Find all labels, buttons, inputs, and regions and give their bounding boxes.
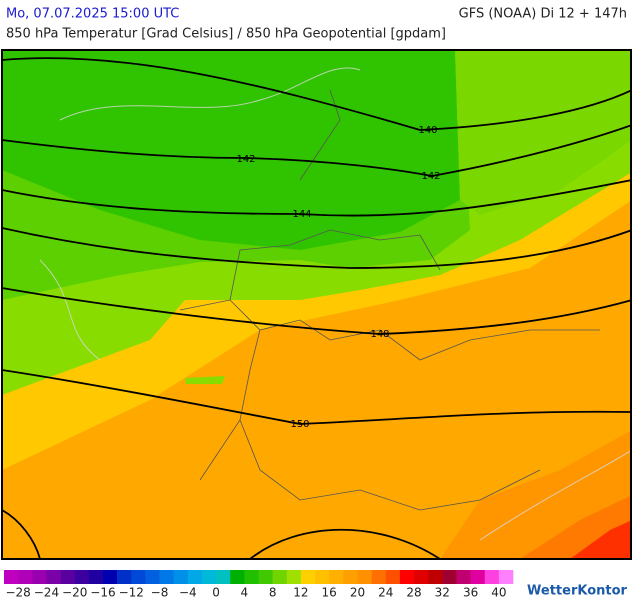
- colorbar-label: 28: [406, 586, 421, 600]
- colorbar-swatch: [173, 570, 189, 584]
- colorbar-swatch: [484, 570, 500, 584]
- colorbar-label: 32: [435, 586, 450, 600]
- colorbar-label: −20: [62, 586, 87, 600]
- colorbar-swatch: [46, 570, 61, 584]
- contour-label: 142: [236, 154, 255, 165]
- colorbar-swatch: [258, 570, 273, 584]
- colorbar-swatch: [456, 570, 471, 584]
- colorbar-swatch: [88, 570, 104, 584]
- colorbar-swatch: [470, 570, 486, 584]
- colorbar-swatch: [117, 570, 132, 584]
- subtitle: 850 hPa Temperatur [Grad Celsius] / 850 …: [6, 27, 446, 42]
- colorbar-label: −4: [179, 586, 197, 600]
- colorbar-swatch: [300, 570, 316, 584]
- colorbar-label: 0: [212, 586, 220, 600]
- colorbar-swatch: [399, 570, 415, 584]
- colorbar-label: 8: [269, 586, 277, 600]
- colorbar-swatch: [4, 570, 19, 584]
- colorbar-swatch: [329, 570, 344, 584]
- date-label: Mo, 07.07.2025 15:00 UTC: [6, 7, 179, 22]
- colorbar-label: −28: [5, 586, 30, 600]
- logo: WetterKontor: [527, 584, 628, 599]
- colorbar-swatch: [428, 570, 443, 584]
- colorbar-label: −8: [151, 586, 169, 600]
- model-label: GFS (NOAA) Di 12 + 147h: [459, 7, 627, 22]
- colorbar-swatch: [131, 570, 146, 584]
- colorbar-label: −24: [34, 586, 59, 600]
- colorbar-label: 24: [378, 586, 393, 600]
- contour-label: 150: [290, 419, 309, 430]
- colorbar-swatch: [442, 570, 457, 584]
- colorbar-label: 4: [241, 586, 249, 600]
- colorbar-swatch: [272, 570, 288, 584]
- colorbar-swatch: [343, 570, 358, 584]
- colorbar-swatch: [18, 570, 33, 584]
- colorbar-swatch: [315, 570, 330, 584]
- colorbar-swatch: [159, 570, 174, 584]
- colorbar-swatch: [201, 570, 217, 584]
- colorbar-swatch: [244, 570, 259, 584]
- colorbar-swatch: [371, 570, 387, 584]
- colorbar-label: 16: [322, 586, 337, 600]
- colorbar-label: 12: [293, 586, 308, 600]
- colorbar-label: −12: [119, 586, 144, 600]
- colorbar-label: 40: [491, 586, 506, 600]
- map-frame: [1, 49, 632, 560]
- colorbar-swatch: [216, 570, 231, 584]
- colorbar-swatch: [230, 570, 245, 584]
- colorbar-swatch: [60, 570, 75, 584]
- colorbar-swatch: [498, 570, 514, 584]
- colorbar-swatch: [102, 570, 118, 584]
- colorbar-label: −16: [90, 586, 115, 600]
- colorbar-label: 36: [463, 586, 478, 600]
- colorbar-swatch: [74, 570, 90, 584]
- colorbar-swatch: [414, 570, 429, 584]
- colorbar-swatch: [145, 570, 160, 584]
- contour-label: 144: [292, 209, 311, 220]
- map: 140 142 142 144 148 150: [2, 50, 631, 559]
- contour-label: 148: [370, 329, 389, 340]
- colorbar-label: 20: [350, 586, 365, 600]
- colorbar-swatch: [32, 570, 47, 584]
- colorbar-swatch: [357, 570, 372, 584]
- colorbar-swatch: [385, 570, 401, 584]
- contour-label: 140: [418, 125, 437, 136]
- colorbar-swatch: [286, 570, 302, 584]
- colorbar-swatch: [187, 570, 203, 584]
- contour-label: 142: [421, 171, 440, 182]
